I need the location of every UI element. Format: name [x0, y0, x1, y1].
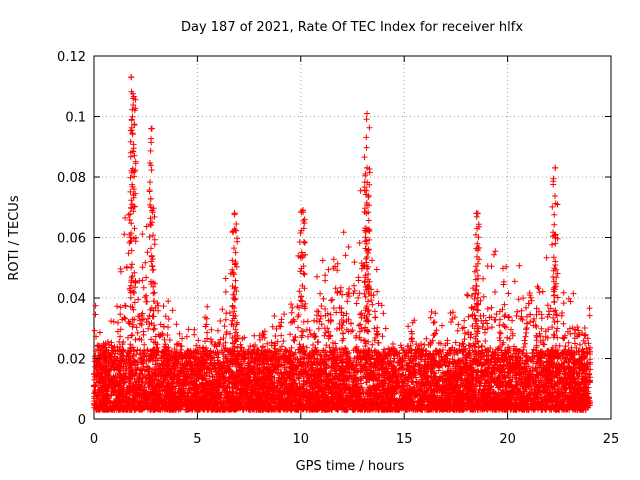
grid	[94, 56, 611, 419]
axes: 0 5 10 15 20 25 0 0.02 0.04 0.06 0.08 0.1 0.12	[57, 50, 619, 447]
y-tick-label: 0.08	[57, 171, 86, 186]
x-tick-label: 15	[396, 432, 413, 447]
peak-point	[363, 110, 370, 117]
y-axis-label: ROTI / TECUs	[7, 195, 22, 280]
x-tick-label: 25	[603, 432, 620, 447]
y-tick-label: 0.12	[57, 50, 86, 65]
x-axis-label: GPS time / hours	[296, 459, 405, 474]
y-tick-label: 0	[78, 413, 86, 428]
y-tick-label: 0.04	[57, 292, 86, 307]
peak-point	[130, 95, 137, 102]
peak-point	[128, 74, 135, 81]
peak-point	[552, 164, 559, 171]
y-tick-label: 0.1	[65, 111, 86, 126]
peak-point	[148, 125, 155, 132]
peak-point	[473, 210, 480, 217]
x-tick-label: 10	[293, 432, 310, 447]
peak-point	[231, 210, 238, 217]
x-tick-label: 20	[499, 432, 516, 447]
y-tick-label: 0.02	[57, 353, 86, 368]
chart-title: Day 187 of 2021, Rate Of TEC Index for r…	[181, 20, 523, 35]
x-tick-label: 5	[193, 432, 201, 447]
x-tick-label: 0	[90, 432, 98, 447]
peak-point	[363, 164, 370, 171]
data-points	[91, 74, 594, 413]
y-tick-label: 0.06	[57, 232, 86, 247]
roti-data-points	[91, 74, 594, 413]
peak-point	[299, 207, 306, 214]
